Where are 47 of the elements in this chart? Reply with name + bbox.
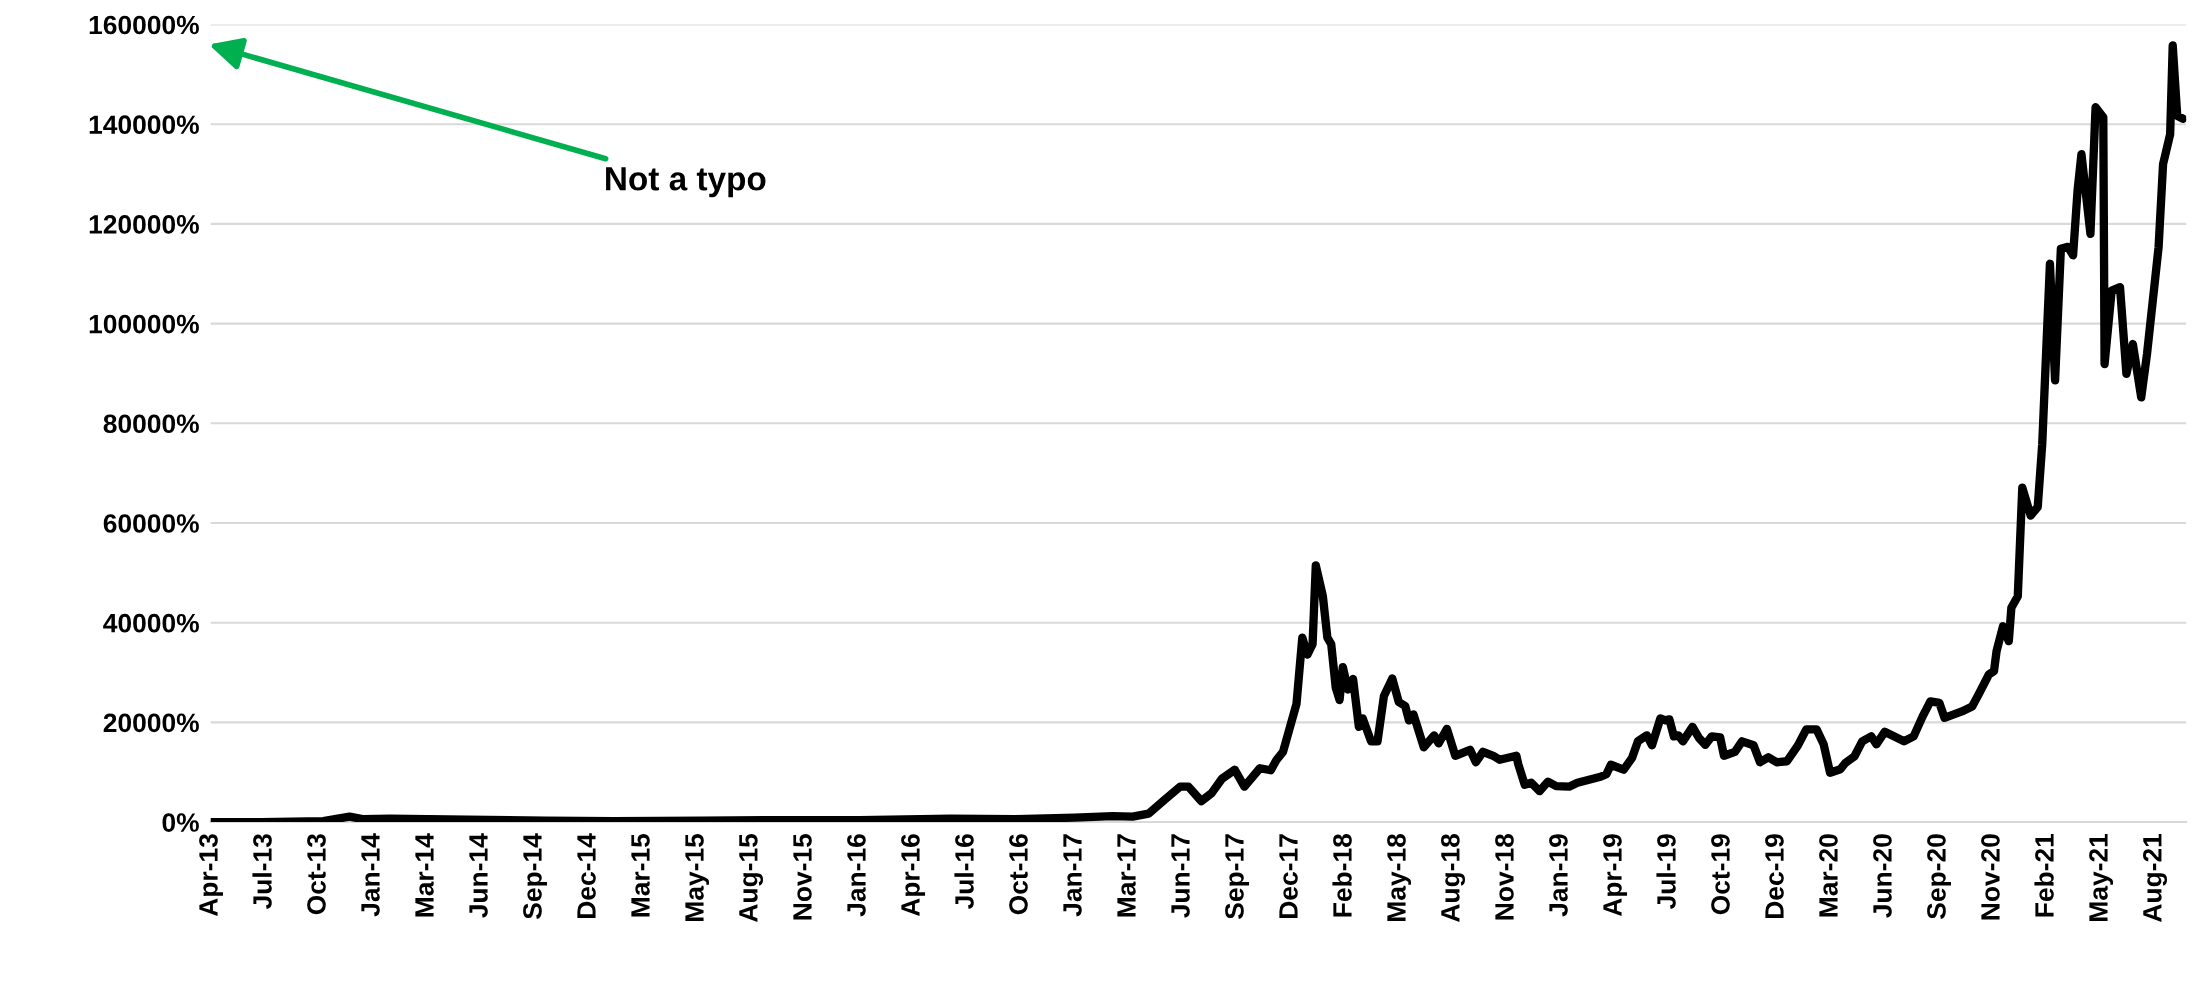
x-tick-label: Jul-13 — [252, 834, 272, 910]
y-tick-label: 20000% — [103, 713, 199, 733]
x-tick-label: Nov-20 — [1981, 834, 2000, 920]
x-tick-label: Oct-16 — [1009, 834, 1028, 915]
x-tick-label: Jul-16 — [954, 834, 974, 910]
y-tick-label: 40000% — [103, 613, 199, 633]
x-tick-label: Apr-19 — [1603, 834, 1628, 917]
x-tick-label: Oct-19 — [1711, 834, 1730, 915]
y-tick-label: 0% — [162, 813, 199, 832]
x-tick-label: Nov-18 — [1495, 833, 1514, 920]
y-tick-label: 100000% — [89, 314, 199, 334]
x-tick-label: Mar-17 — [1117, 834, 1136, 917]
y-tick-label: 140000% — [89, 115, 199, 135]
x-tick-label: Sep-14 — [523, 833, 548, 919]
x-tick-label: Apr-13 — [199, 834, 224, 917]
y-tick-label: 60000% — [103, 514, 199, 533]
x-tick-label: Jul-19 — [1656, 834, 1676, 910]
x-tick-label: Dec-17 — [1279, 834, 1298, 918]
x-tick-label: May-15 — [685, 833, 710, 921]
x-tick-label: Sep-20 — [1927, 834, 1952, 919]
x-tick-label: Sep-17 — [1225, 834, 1250, 919]
y-tick-label: 120000% — [89, 215, 199, 234]
x-tick-label: Oct-13 — [307, 834, 326, 915]
annotation: Not a typo — [606, 167, 766, 198]
x-tick-label: Feb-21 — [2034, 833, 2054, 917]
x-tick-label: Jan-19 — [1549, 834, 1568, 917]
x-tick-label: Jan-16 — [847, 834, 866, 917]
x-tick-label: Dec-14 — [577, 833, 596, 918]
x-tick-label: Mar-14 — [415, 833, 434, 917]
x-tick-label: Jan-17 — [1063, 834, 1082, 917]
x-tick-label: Jun-20 — [1873, 834, 1892, 918]
y-tick-label: 160000% — [89, 15, 199, 35]
x-tick-label: Mar-20 — [1819, 834, 1838, 917]
x-tick-label: Aug-15 — [739, 833, 764, 922]
x-tick-label: Dec-19 — [1765, 834, 1784, 918]
y-tick-label: 80000% — [103, 414, 199, 434]
x-tick-label: Apr-16 — [901, 834, 926, 917]
x-tick-label: Jun-17 — [1171, 834, 1190, 918]
x-tick-label: Jun-14 — [469, 833, 488, 918]
x-tick-label: Aug-18 — [1441, 833, 1466, 922]
x-tick-label: Aug-21 — [2143, 833, 2168, 922]
x-tick-label: Feb-18 — [1332, 833, 1352, 917]
x-tick-label: Mar-15 — [631, 833, 650, 917]
x-tick-label: May-18 — [1387, 833, 1412, 921]
x-tick-label: Jan-14 — [361, 833, 380, 917]
x-tick-label: Nov-15 — [793, 833, 812, 920]
x-tick-label: May-21 — [2089, 833, 2114, 921]
